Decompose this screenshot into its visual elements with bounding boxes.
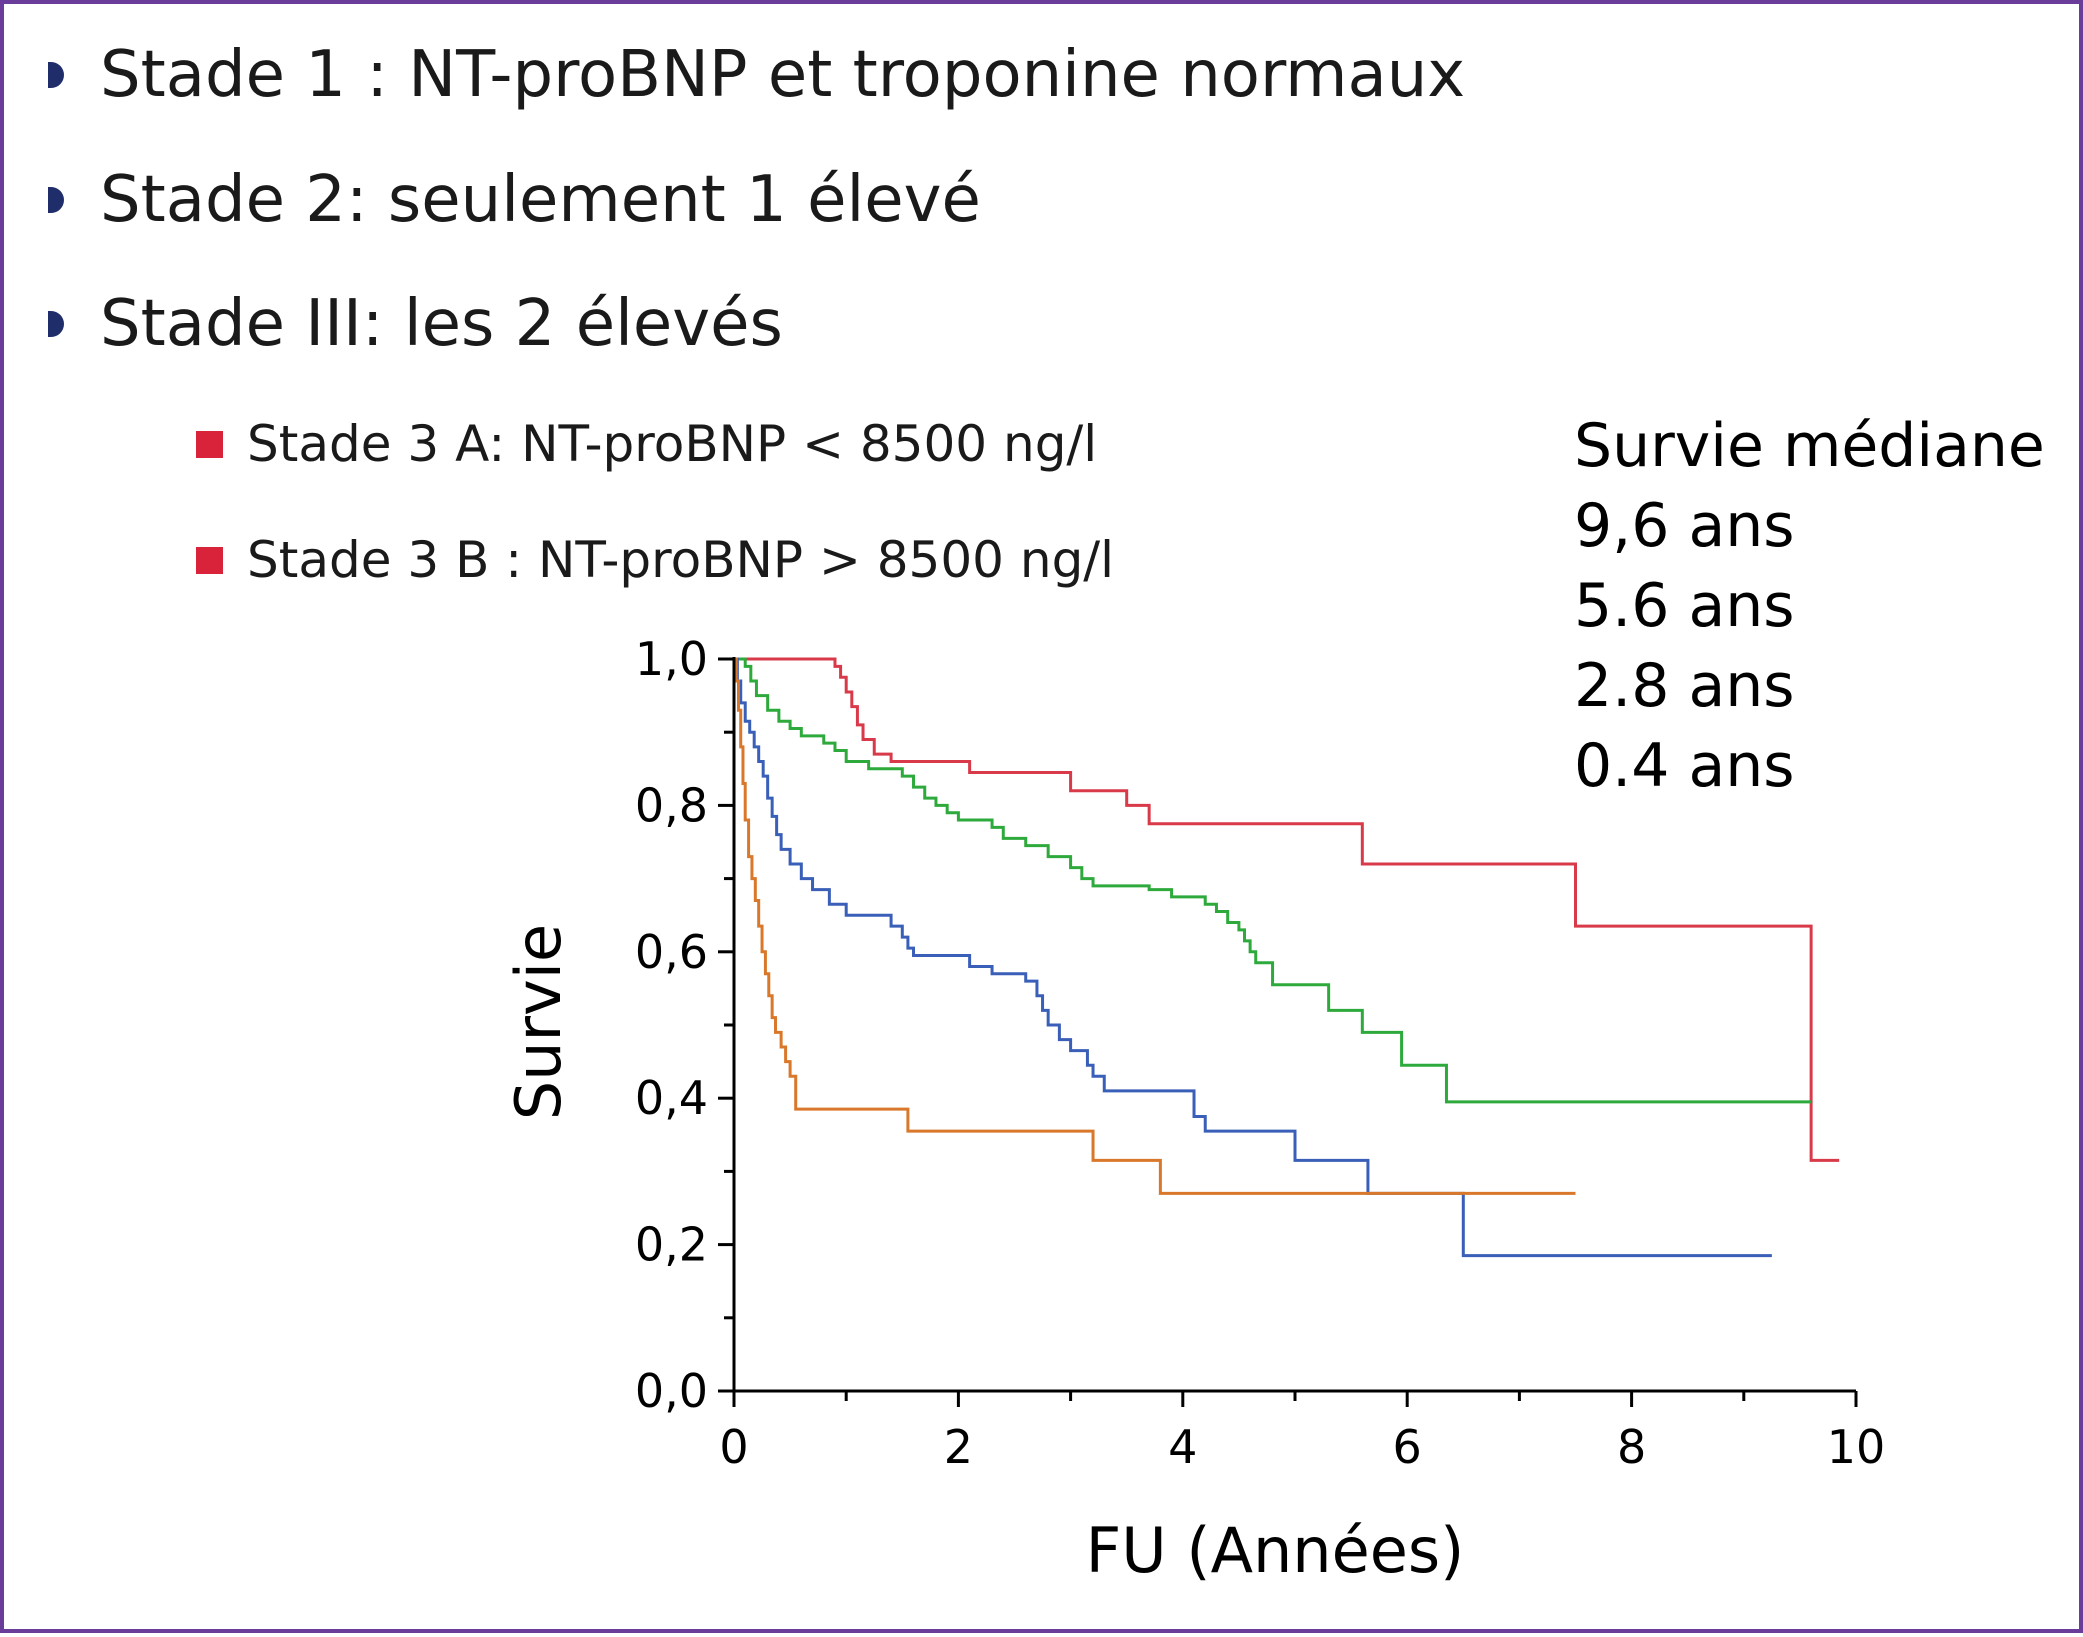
sub-bullet-text: Stade 3 A: NT-proBNP < 8500 ng/l xyxy=(247,415,1098,473)
y-tick-label: 0,0 xyxy=(635,1364,708,1418)
y-tick-label: 0,6 xyxy=(635,925,708,979)
y-tick-label: 1,0 xyxy=(635,632,708,686)
x-tick-label: 4 xyxy=(1168,1420,1197,1474)
x-tick-label: 2 xyxy=(944,1420,973,1474)
series-line-1 xyxy=(734,657,1840,1162)
sub-bullet-stage3a: Stade 3 A: NT-proBNP < 8500 ng/l xyxy=(196,419,1097,469)
bullet-stage1: Stade 1 : NT-proBNP et troponine normaux xyxy=(48,43,1465,107)
y-tick-label: 0,8 xyxy=(635,778,708,832)
bullet-text: Stade 1 : NT-proBNP et troponine normaux xyxy=(100,38,1466,112)
bullet-stage3: Stade III: les 2 élevés xyxy=(48,292,783,356)
y-tick-label: 0,2 xyxy=(635,1218,708,1272)
x-tick-label: 10 xyxy=(1827,1420,1886,1474)
series-line-3 xyxy=(734,657,1772,1258)
y-axis-label: Survie xyxy=(502,924,575,1120)
bullet-text: Stade 2: seulement 1 élevé xyxy=(100,163,981,237)
sub-bullet-text: Stade 3 B : NT-proBNP > 8500 ng/l xyxy=(247,531,1115,589)
median-survival-value: 9,6 ans xyxy=(1574,491,1795,561)
sub-bullet-stage3b: Stade 3 B : NT-proBNP > 8500 ng/l xyxy=(196,535,1114,585)
square-bullet-icon xyxy=(196,430,223,458)
median-survival-title: Survie médiane xyxy=(1574,411,2045,481)
bullet-icon xyxy=(48,311,64,337)
x-tick-label: 6 xyxy=(1393,1420,1422,1474)
series-line-2 xyxy=(734,657,1812,1104)
x-tick-label: 0 xyxy=(719,1420,748,1474)
median-survival-value: 5.6 ans xyxy=(1574,571,1795,641)
y-tick-label: 0,4 xyxy=(635,1071,708,1125)
bullet-icon xyxy=(48,187,64,213)
x-axis-label: FU (Années) xyxy=(1086,1514,1465,1587)
square-bullet-icon xyxy=(196,546,223,574)
median-survival-value: 0.4 ans xyxy=(1574,731,1795,801)
bullet-stage2: Stade 2: seulement 1 élevé xyxy=(48,168,981,232)
bullet-icon xyxy=(48,62,64,88)
median-survival-value: 2.8 ans xyxy=(1574,651,1795,721)
x-tick-label: 8 xyxy=(1617,1420,1646,1474)
bullet-text: Stade III: les 2 élevés xyxy=(100,287,783,361)
survival-chart: 0 2 4 6 8 10 0,0 0,2 0,4 0,6 0,8 1,0 FU (Années) Surv… xyxy=(502,632,1886,1587)
median-survival-block: Survie médiane 9,6 ans 5.6 ans 2.8 ans 0… xyxy=(1574,406,2045,806)
series-line-4 xyxy=(734,657,1576,1195)
